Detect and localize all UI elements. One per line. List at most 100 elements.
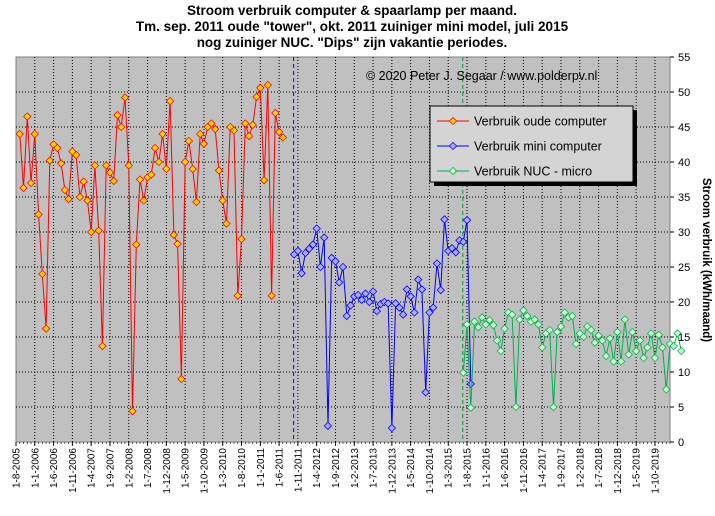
data-point bbox=[459, 368, 468, 377]
y-tick-label: 45 bbox=[678, 122, 690, 134]
x-tick-label: 1-12-2018 bbox=[613, 448, 624, 494]
x-tick-label: 1-6-2016 bbox=[500, 448, 511, 488]
data-point bbox=[654, 330, 663, 340]
data-point bbox=[594, 331, 603, 340]
x-tick-label: 1-8-2010 bbox=[237, 448, 248, 488]
data-point bbox=[165, 96, 175, 106]
y-tick-label: 5 bbox=[678, 402, 684, 414]
data-point bbox=[297, 269, 306, 278]
data-point bbox=[312, 224, 321, 233]
x-tick-label: 1-10-2019 bbox=[650, 448, 661, 494]
y-tick-label: 10 bbox=[678, 367, 690, 379]
x-tick-label: 1-7-2018 bbox=[594, 448, 605, 488]
x-tick-label: 1-7-2013 bbox=[369, 448, 380, 488]
legend-item-1: Verbruik oude computer bbox=[437, 115, 607, 129]
data-point bbox=[229, 126, 239, 135]
title-line-2: Tm. sep. 2011 oude "tower", okt. 2011 zu… bbox=[136, 19, 569, 34]
data-point bbox=[398, 310, 408, 319]
data-point bbox=[556, 322, 566, 331]
data-point bbox=[462, 215, 472, 225]
data-point bbox=[620, 315, 630, 324]
x-tick-label: 1-9-2017 bbox=[557, 448, 568, 488]
data-point bbox=[147, 170, 156, 179]
data-point bbox=[244, 131, 254, 141]
data-point bbox=[647, 329, 656, 338]
data-point bbox=[519, 306, 528, 315]
copyright-annotation: © 2020 Peter J. Segaar / www.polderpv.nl bbox=[366, 69, 597, 83]
y-tick-label: 0 bbox=[678, 437, 684, 449]
x-tick-label: 1-3-2015 bbox=[444, 448, 455, 488]
data-point bbox=[23, 112, 32, 121]
data-point bbox=[425, 308, 434, 317]
data-point bbox=[15, 129, 24, 139]
data-point bbox=[538, 343, 547, 352]
data-point bbox=[135, 175, 145, 184]
data-point bbox=[624, 350, 633, 359]
data-point bbox=[466, 379, 475, 389]
data-point bbox=[132, 240, 141, 249]
data-point bbox=[256, 83, 265, 92]
data-point bbox=[523, 311, 532, 321]
title-line-1: Stroom verbruik computer & spaarlamp per… bbox=[187, 3, 517, 18]
legend-label: Verbruik NUC - micro bbox=[474, 165, 592, 179]
data-point bbox=[515, 315, 524, 324]
x-tick-label: 1-2-2008 bbox=[124, 448, 135, 488]
data-point bbox=[79, 177, 88, 186]
data-point bbox=[263, 80, 272, 90]
data-point bbox=[320, 233, 329, 242]
data-point bbox=[98, 341, 107, 351]
x-tick-label: 1-12-2013 bbox=[387, 448, 398, 494]
y-tick-label: 50 bbox=[678, 87, 690, 99]
data-point bbox=[173, 239, 182, 249]
data-point bbox=[158, 129, 167, 139]
legend: Verbruik oude computer Verbruik mini comp… bbox=[429, 105, 637, 186]
data-point bbox=[301, 248, 310, 258]
data-point bbox=[180, 157, 190, 167]
data-point bbox=[207, 119, 216, 128]
data-point bbox=[368, 287, 378, 296]
data-point bbox=[496, 346, 506, 356]
data-point bbox=[199, 139, 209, 148]
data-point bbox=[421, 388, 430, 397]
data-point bbox=[669, 341, 678, 351]
data-point bbox=[222, 219, 231, 228]
data-point bbox=[500, 324, 509, 333]
data-point bbox=[45, 156, 54, 165]
x-axis: 1-8-2005 1-1-2006 1-6-2006 1-11-2006 1-4-200… bbox=[12, 442, 671, 494]
x-tick-label: 1-2-2018 bbox=[575, 448, 586, 488]
grid-lines bbox=[16, 57, 670, 442]
data-point bbox=[139, 196, 148, 205]
series-layer bbox=[15, 80, 686, 433]
data-point bbox=[252, 92, 261, 102]
data-point bbox=[507, 310, 517, 319]
data-point bbox=[545, 325, 554, 335]
data-point bbox=[432, 259, 442, 268]
data-point bbox=[211, 124, 220, 134]
x-tick-label: 1-7-2008 bbox=[143, 448, 154, 488]
data-point bbox=[391, 299, 400, 308]
x-tick-label: 1-3-2010 bbox=[218, 448, 229, 488]
data-point bbox=[492, 336, 502, 345]
data-point bbox=[571, 339, 581, 349]
data-point bbox=[553, 327, 562, 337]
data-point bbox=[628, 327, 637, 337]
data-point bbox=[331, 257, 340, 266]
data-point bbox=[361, 289, 370, 298]
series-1 bbox=[15, 80, 288, 416]
data-point bbox=[459, 237, 468, 246]
data-point bbox=[365, 297, 374, 307]
data-point bbox=[87, 227, 96, 237]
data-point bbox=[34, 210, 43, 219]
data-point bbox=[662, 385, 671, 394]
data-point bbox=[30, 129, 39, 139]
data-point bbox=[271, 108, 280, 118]
x-tick-label: 1-11-2016 bbox=[519, 448, 530, 493]
title-line-3: nog zuiniger NUC. "Dips" zijn vakantie p… bbox=[197, 35, 508, 50]
x-tick-label: 1-4-2007 bbox=[87, 448, 98, 488]
x-tick-label: 1-8-2015 bbox=[463, 448, 474, 488]
data-point bbox=[609, 357, 618, 366]
y-tick-label: 30 bbox=[678, 227, 690, 239]
data-point bbox=[71, 150, 81, 160]
x-tick-label: 1-4-2017 bbox=[538, 448, 549, 488]
